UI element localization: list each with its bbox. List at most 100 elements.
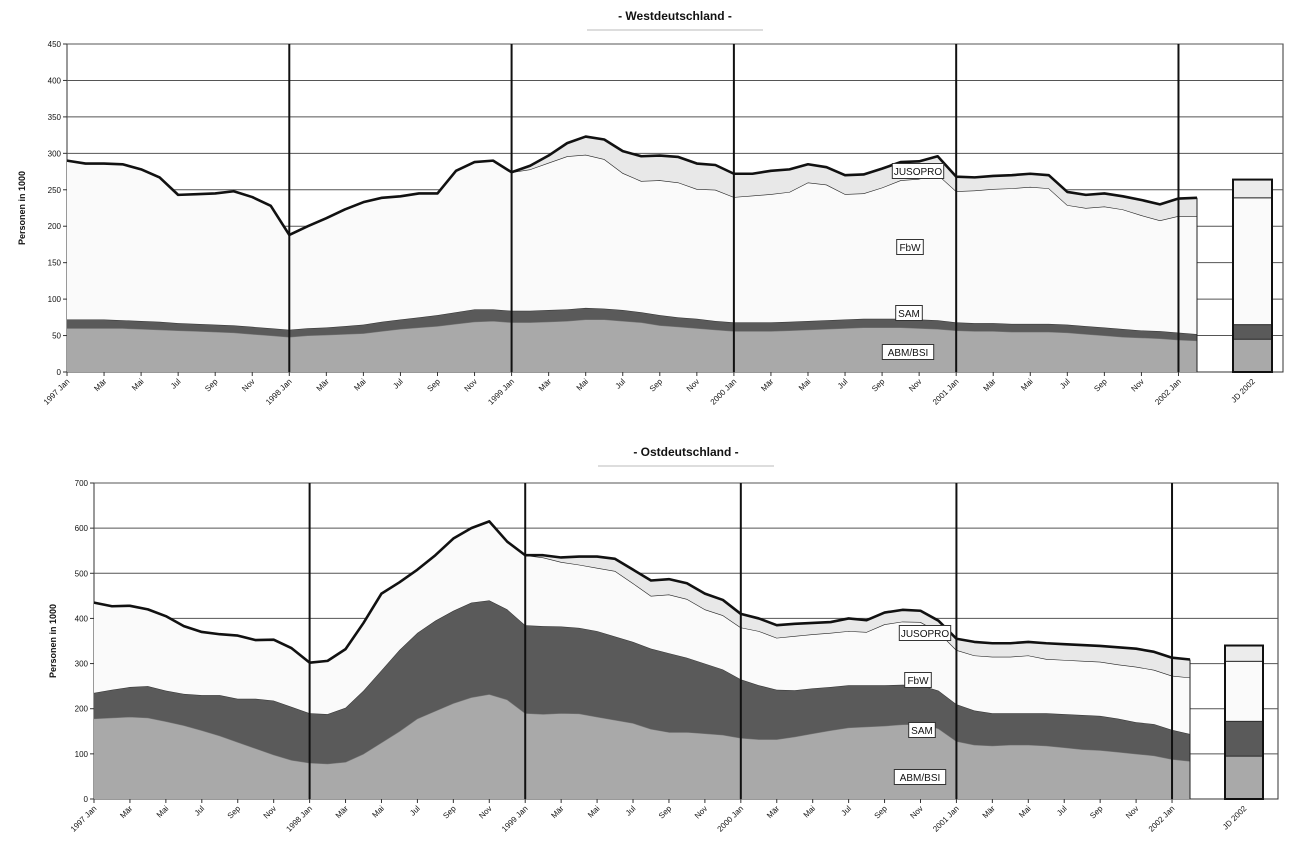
y-axis-label: Personen in 1000 bbox=[17, 171, 27, 245]
chart-panel-0: - Westdeutschland - 0 50 100 150 200 250 300 350… bbox=[17, 9, 1284, 407]
series-label-abm-bsi: ABM/BSI bbox=[900, 773, 941, 784]
x-tick-label: Mär bbox=[537, 377, 553, 393]
x-tick-label: Nov bbox=[477, 804, 493, 820]
x-tick-label: Nov bbox=[463, 377, 479, 393]
x-tick-label: Jul bbox=[614, 377, 628, 391]
x-tick-label: Sep bbox=[873, 804, 890, 821]
x-tick-label: 2000 Jan bbox=[709, 377, 739, 407]
y-tick-label: 300 bbox=[48, 149, 62, 158]
area-fbw bbox=[67, 154, 1197, 335]
x-tick-label: Mai bbox=[130, 377, 146, 393]
y-tick-label: 200 bbox=[48, 222, 62, 231]
line-jusopro bbox=[66, 135, 1198, 237]
y-tick-label: 300 bbox=[75, 660, 89, 669]
x-tick-label: Nov bbox=[685, 377, 701, 393]
x-tick-label: 2001 Jan bbox=[931, 377, 961, 407]
x-tick-label: 1998 Jan bbox=[264, 377, 294, 407]
x-tick-label: Nov bbox=[262, 804, 278, 820]
series-label-box bbox=[896, 239, 924, 255]
line-jusopro bbox=[93, 520, 1191, 664]
x-tick-label: 1999 Jan bbox=[500, 804, 530, 834]
x-tick-label: Mär bbox=[759, 377, 775, 393]
y-tick-label: 350 bbox=[48, 113, 62, 122]
x-tick-label: Mär bbox=[315, 377, 331, 393]
annual-bar-abm-bsi bbox=[1224, 755, 1264, 800]
annual-bar-jusopro bbox=[1232, 179, 1273, 199]
x-tick-label: Nov bbox=[1124, 804, 1140, 820]
x-tick-label: Sep bbox=[657, 804, 674, 821]
x-tick-label: 1999 Jan bbox=[486, 377, 516, 407]
line-abm-bsi bbox=[93, 693, 1191, 765]
x-tick-label: Mär bbox=[765, 804, 781, 820]
annual-bar-sam bbox=[1224, 720, 1264, 757]
x-tick-label: 1997 Jan bbox=[42, 377, 72, 407]
series-label-jusopro: JUSOPRO bbox=[901, 629, 950, 640]
annual-bar-fbw bbox=[1224, 660, 1264, 722]
x-tick-label: Mär bbox=[334, 804, 350, 820]
x-tick-label: Mär bbox=[549, 804, 565, 820]
x-tick-label: Mär bbox=[118, 804, 134, 820]
y-tick-label: 0 bbox=[84, 795, 89, 804]
annual-bar-jusopro bbox=[1224, 645, 1264, 662]
series-label-box bbox=[908, 722, 936, 738]
x-tick-label: Sep bbox=[870, 377, 887, 394]
y-tick-label: 400 bbox=[75, 614, 89, 623]
y-tick-label: 100 bbox=[48, 295, 62, 304]
x-tick-label: Mai bbox=[797, 377, 813, 393]
x-tick-label: 1997 Jan bbox=[69, 804, 99, 834]
y-tick-label: 250 bbox=[48, 186, 62, 195]
series-label-fbw: FbW bbox=[899, 243, 921, 254]
series-label-jusopro: JUSOPRO bbox=[894, 167, 943, 178]
series-label-abm-bsi: ABM/BSI bbox=[888, 348, 929, 359]
x-tick-label: Nov bbox=[1129, 377, 1145, 393]
series-label-box bbox=[891, 163, 945, 179]
annual-bar-outline bbox=[1224, 644, 1264, 800]
annual-bar-fbw bbox=[1232, 197, 1273, 326]
series-label-fbw: FbW bbox=[907, 676, 929, 687]
x-tick-label: Sep bbox=[1092, 377, 1109, 394]
x-tick-label-annual: JD 2002 bbox=[1221, 804, 1249, 832]
x-tick-label: Sep bbox=[425, 377, 442, 394]
x-tick-label: Mai bbox=[352, 377, 368, 393]
x-tick-label: Mai bbox=[370, 804, 386, 820]
chart-title: - Ostdeutschland - bbox=[633, 445, 738, 459]
x-tick-label: 2002 Jan bbox=[1153, 377, 1183, 407]
x-tick-label: Jul bbox=[1058, 377, 1072, 391]
x-tick-label: Jul bbox=[836, 377, 850, 391]
series-label-box bbox=[898, 625, 952, 641]
y-tick-label: 0 bbox=[57, 368, 62, 377]
x-tick-label: Jul bbox=[408, 804, 422, 818]
series-label-box bbox=[881, 344, 935, 360]
x-tick-label: Mai bbox=[575, 377, 591, 393]
annual-bar-abm-bsi bbox=[1232, 338, 1273, 373]
annual-bar-sam bbox=[1232, 324, 1273, 340]
y-tick-label: 500 bbox=[75, 569, 89, 578]
x-tick-label: Nov bbox=[908, 804, 924, 820]
annual-bar-outline bbox=[1232, 178, 1273, 373]
y-tick-label: 200 bbox=[75, 705, 89, 714]
x-tick-label: Sep bbox=[648, 377, 665, 394]
x-tick-label: Mär bbox=[982, 377, 998, 393]
y-tick-label: 150 bbox=[48, 259, 62, 268]
chart-title: - Westdeutschland - bbox=[618, 9, 732, 23]
x-tick-label: Jul bbox=[1055, 804, 1069, 818]
x-tick-label: Nov bbox=[907, 377, 923, 393]
x-tick-label: Sep bbox=[203, 377, 220, 394]
y-tick-label: 50 bbox=[52, 332, 61, 341]
x-tick-label: Nov bbox=[693, 804, 709, 820]
x-tick-label: Sep bbox=[226, 804, 243, 821]
x-tick-label: Mär bbox=[92, 377, 108, 393]
x-tick-label: 1998 Jan bbox=[284, 804, 314, 834]
x-tick-label: 2001 Jan bbox=[931, 804, 961, 834]
y-tick-label: 700 bbox=[75, 479, 89, 488]
x-tick-label: Jul bbox=[391, 377, 405, 391]
x-tick-label: Mär bbox=[981, 804, 997, 820]
y-tick-label: 100 bbox=[75, 750, 89, 759]
x-tick-label: Mai bbox=[155, 804, 171, 820]
area-sam bbox=[67, 307, 1197, 341]
line-abm-bsi bbox=[67, 319, 1198, 342]
x-tick-label: Sep bbox=[441, 804, 458, 821]
x-tick-label: Mai bbox=[586, 804, 602, 820]
y-tick-label: 450 bbox=[48, 40, 62, 49]
